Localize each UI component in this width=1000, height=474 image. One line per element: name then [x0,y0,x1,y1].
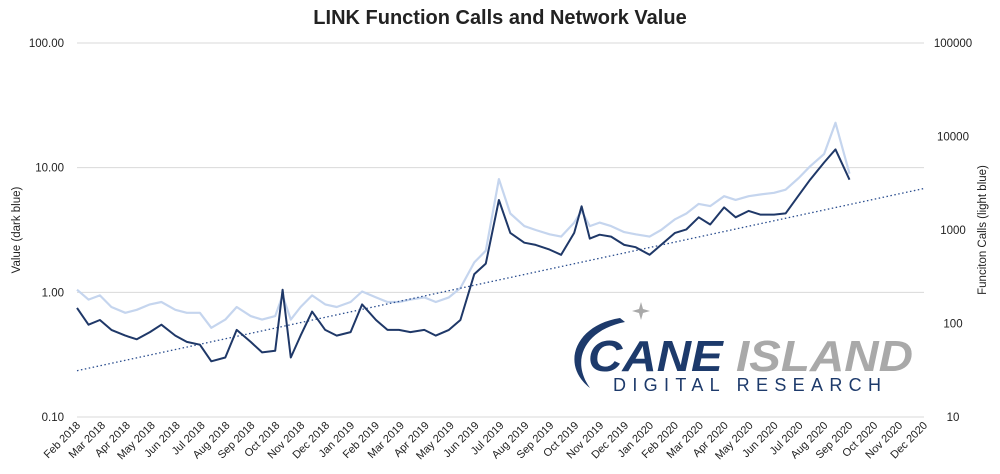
y-right-tick-label: 100000 [934,38,972,50]
y-right-tick-label: 1000 [940,225,966,237]
y-left-tick-label: 0.10 [42,412,64,424]
y-right-tick-label: 10 [947,412,960,424]
series-line-function_calls [76,121,851,329]
chart-title: LINK Function Calls and Network Value [313,7,686,29]
logo-subtitle: DIGITAL RESEARCH [613,375,888,395]
logo-word-cane: CANE [588,332,736,381]
cane-island-logo: CANE ISLAND DIGITAL RESEARCH [574,302,913,395]
y-axis-right-title: Funciton Calls (light blue) [977,165,989,295]
series-value [76,148,851,363]
logo-title: CANE ISLAND [588,332,913,381]
y-axis-left-title: Value (dark blue) [11,186,23,273]
y-left-tick-label: 100.00 [29,38,64,50]
y-right-tick-label: 100 [943,319,962,331]
gridlines [77,42,924,418]
logo-star-icon [632,302,650,320]
y-axis-right-ticks: 10 100 1000 10000 100000 [934,38,972,424]
y-axis-left-ticks: 0.10 1.00 10.00 100.00 [29,38,64,424]
logo-word-island: ISLAND [736,332,913,381]
y-right-tick-label: 10000 [937,132,969,144]
logo-swoosh-icon [574,318,625,388]
series-line-trendline [76,187,925,372]
series-function-calls [76,121,851,329]
series-line-value [76,148,851,363]
series-trendline [76,187,925,372]
y-left-tick-label: 1.00 [42,287,64,299]
y-left-tick-label: 10.00 [35,163,64,175]
